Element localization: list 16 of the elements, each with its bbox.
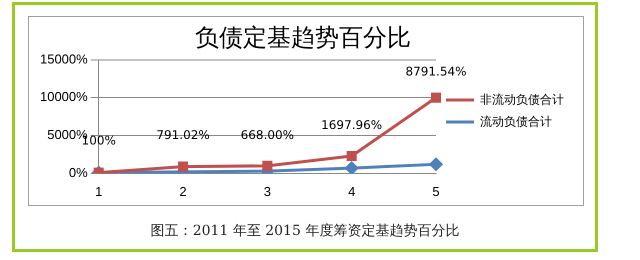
y-tick-label: 15000% bbox=[40, 51, 88, 66]
annotation: 1697.96% bbox=[321, 118, 382, 132]
y-tick-label: 0% bbox=[68, 164, 88, 180]
y-tick-label: 10000% bbox=[40, 89, 88, 104]
x-tick-label: 2 bbox=[179, 184, 187, 199]
legend-label: 非流动负债合计 bbox=[480, 92, 564, 106]
x-tick-label: 4 bbox=[348, 184, 356, 199]
x-tick-label: 3 bbox=[264, 184, 271, 199]
annotation: 8791.54% bbox=[405, 64, 467, 78]
annotation: 668.00% bbox=[240, 128, 294, 142]
x-tick-label: 1 bbox=[95, 184, 102, 199]
legend-label: 流动负债合计 bbox=[480, 114, 552, 128]
x-tick-label: 5 bbox=[432, 184, 440, 199]
annotation: 791.02% bbox=[156, 128, 210, 142]
text: 图五：2011 年至 2015 年度筹资定基趋势百分比 bbox=[150, 222, 460, 240]
chart-title: 负债定基趋势百分比 bbox=[195, 24, 411, 52]
